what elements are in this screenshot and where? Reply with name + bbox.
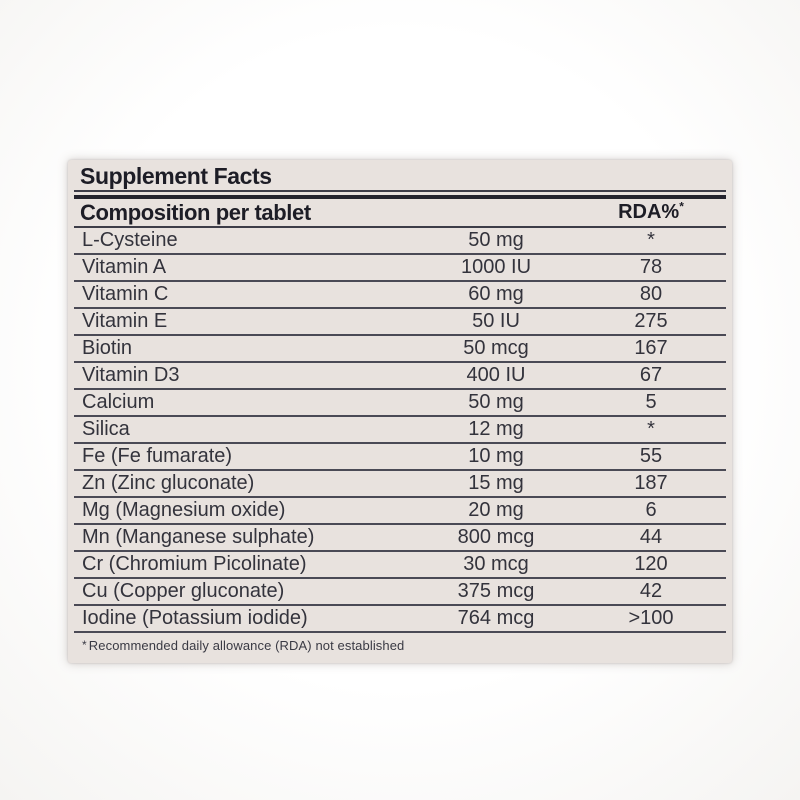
row-name: Silica [82, 418, 130, 440]
row-name: Cu (Copper gluconate) [82, 580, 285, 602]
table-row: Mg (Magnesium oxide) 20 mg 6 [74, 498, 726, 525]
rda-header-asterisk: * [679, 199, 684, 214]
row-name: Vitamin E [82, 310, 168, 332]
table-row: Biotin 50 mcg 167 [74, 336, 726, 363]
row-rda: 6 [645, 499, 657, 521]
row-amount: 50 mcg [463, 337, 529, 359]
row-amount: 400 IU [466, 364, 526, 386]
title-rule-thick [74, 195, 726, 199]
row-name: Vitamin A [82, 256, 167, 278]
table-row: Cr (Chromium Picolinate) 30 mcg 120 [74, 552, 726, 579]
footnote: * Recommended daily allowance (RDA) not e… [74, 633, 726, 655]
rda-header: RDA%* [576, 199, 726, 224]
row-rda: 120 [634, 553, 668, 575]
table-row: Fe (Fe fumarate) 10 mg 55 [74, 444, 726, 471]
row-amount: 12 mg [468, 418, 524, 440]
row-rda: >100 [628, 607, 674, 629]
table-row: Vitamin A 1000 IU 78 [74, 255, 726, 282]
row-rda: 44 [639, 526, 663, 548]
row-rda: * [647, 229, 655, 251]
row-rda: 187 [634, 472, 668, 494]
row-name: Vitamin C [82, 283, 169, 305]
row-amount: 20 mg [468, 499, 524, 521]
row-name: Biotin [82, 337, 133, 359]
composition-header: Composition per tablet [80, 199, 311, 225]
row-rda: 78 [639, 256, 663, 278]
footnote-asterisk: * [82, 638, 87, 652]
supplement-facts-title: Supplement Facts [80, 163, 272, 189]
table-row: L-Cysteine 50 mg * [74, 228, 726, 255]
row-amount: 15 mg [468, 472, 524, 494]
rda-header-label: RDA% [618, 201, 680, 223]
row-amount: 375 mcg [457, 580, 535, 602]
row-name: Iodine (Potassium iodide) [82, 607, 308, 629]
row-rda: 80 [639, 283, 663, 305]
row-amount: 800 mcg [457, 526, 535, 548]
table-row: Vitamin C 60 mg 80 [74, 282, 726, 309]
row-amount: 60 mg [468, 283, 524, 305]
table-row: Vitamin E 50 IU 275 [74, 309, 726, 336]
table-header-row: Composition per tablet RDA%* [74, 199, 726, 228]
table-row: Vitamin D3 400 IU 67 [74, 363, 726, 390]
table-row: Calcium 50 mg 5 [74, 390, 726, 417]
row-amount: 764 mcg [457, 607, 535, 629]
supplement-label: Supplement Facts Composition per tablet … [68, 160, 732, 663]
row-rda: 42 [639, 580, 663, 602]
table-row: Iodine (Potassium iodide) 764 mcg >100 [74, 606, 726, 633]
row-rda: 275 [634, 310, 668, 332]
row-amount: 50 mg [468, 229, 524, 251]
table-row: Cu (Copper gluconate) 375 mcg 42 [74, 579, 726, 606]
row-name: Mg (Magnesium oxide) [82, 499, 286, 521]
footnote-text: Recommended daily allowance (RDA) not es… [88, 638, 405, 653]
row-name: Vitamin D3 [82, 364, 180, 386]
table-row: Zn (Zinc gluconate) 15 mg 187 [74, 471, 726, 498]
row-rda: 167 [634, 337, 668, 359]
title-rule-thin [74, 190, 726, 192]
row-rda: 55 [639, 445, 663, 467]
row-amount: 50 IU [472, 310, 520, 332]
row-name: Calcium [82, 391, 155, 413]
row-name: Mn (Manganese sulphate) [82, 526, 315, 548]
row-name: L-Cysteine [82, 229, 178, 251]
table-row: Silica 12 mg * [74, 417, 726, 444]
row-rda: 5 [645, 391, 657, 413]
row-name: Zn (Zinc gluconate) [82, 472, 255, 494]
row-rda: 67 [639, 364, 663, 386]
table-row: Mn (Manganese sulphate) 800 mcg 44 [74, 525, 726, 552]
row-rda: * [647, 418, 655, 440]
row-amount: 30 mcg [463, 553, 529, 575]
row-amount: 10 mg [468, 445, 524, 467]
row-amount: 1000 IU [460, 256, 532, 278]
row-name: Fe (Fe fumarate) [82, 445, 233, 467]
row-amount: 50 mg [468, 391, 524, 413]
row-name: Cr (Chromium Picolinate) [82, 553, 307, 575]
